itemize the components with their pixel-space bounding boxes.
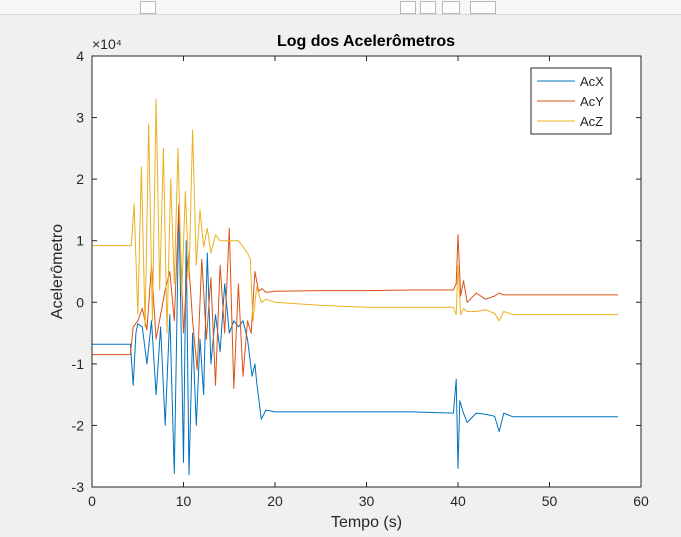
x-tick-label: 0	[88, 493, 96, 509]
legend-label-acy: AcY	[580, 94, 604, 109]
chart-title: Log dos Acelerômetros	[277, 33, 455, 50]
legend[interactable]: AcX AcY AcZ	[530, 67, 612, 135]
series-line-acy	[92, 203, 619, 389]
toolbar-button[interactable]	[420, 1, 436, 14]
y-tick-label: 1	[76, 233, 84, 249]
series-line-acx	[92, 203, 619, 476]
y-scale-factor: ×10⁴	[92, 36, 122, 52]
legend-label-acz: AcZ	[580, 114, 603, 129]
y-tick-label: -3	[72, 479, 85, 495]
y-axis-title: Acelerômetro	[49, 224, 66, 319]
axes-layer: 0 10 20 30 40 50 60 -3 -2 -1 0 1 2 3 4	[72, 48, 649, 509]
x-axis-title: Tempo (s)	[331, 514, 402, 531]
figure-toolbar-strip	[0, 0, 681, 15]
y-tick-label: 2	[76, 171, 84, 187]
accelerometer-chart: Log dos Acelerômetros ×10⁴ 0 10 20 30 40 50 60…	[49, 33, 649, 531]
x-tick-label: 40	[450, 493, 466, 509]
y-tick-label: 4	[76, 48, 84, 64]
x-tick-label: 60	[633, 493, 649, 509]
toolbar-button[interactable]	[442, 1, 460, 14]
figure-area: Log dos Acelerômetros ×10⁴ 0 10 20 30 40 50 60…	[0, 15, 681, 537]
series-line-acz	[92, 98, 619, 334]
y-tick-label: 0	[76, 294, 84, 310]
toolbar-button[interactable]	[470, 1, 496, 14]
x-tick-label: 30	[359, 493, 375, 509]
y-tick-label: -2	[72, 417, 85, 433]
toolbar-button[interactable]	[400, 1, 416, 14]
series-layer	[92, 98, 619, 476]
y-tick-label: -1	[72, 356, 85, 372]
x-tick-label: 20	[267, 493, 283, 509]
y-tick-label: 3	[76, 110, 84, 126]
x-tick-label: 50	[542, 493, 558, 509]
toolbar-button[interactable]	[140, 1, 156, 14]
x-tick-label: 10	[176, 493, 192, 509]
legend-label-acx: AcX	[580, 74, 604, 89]
